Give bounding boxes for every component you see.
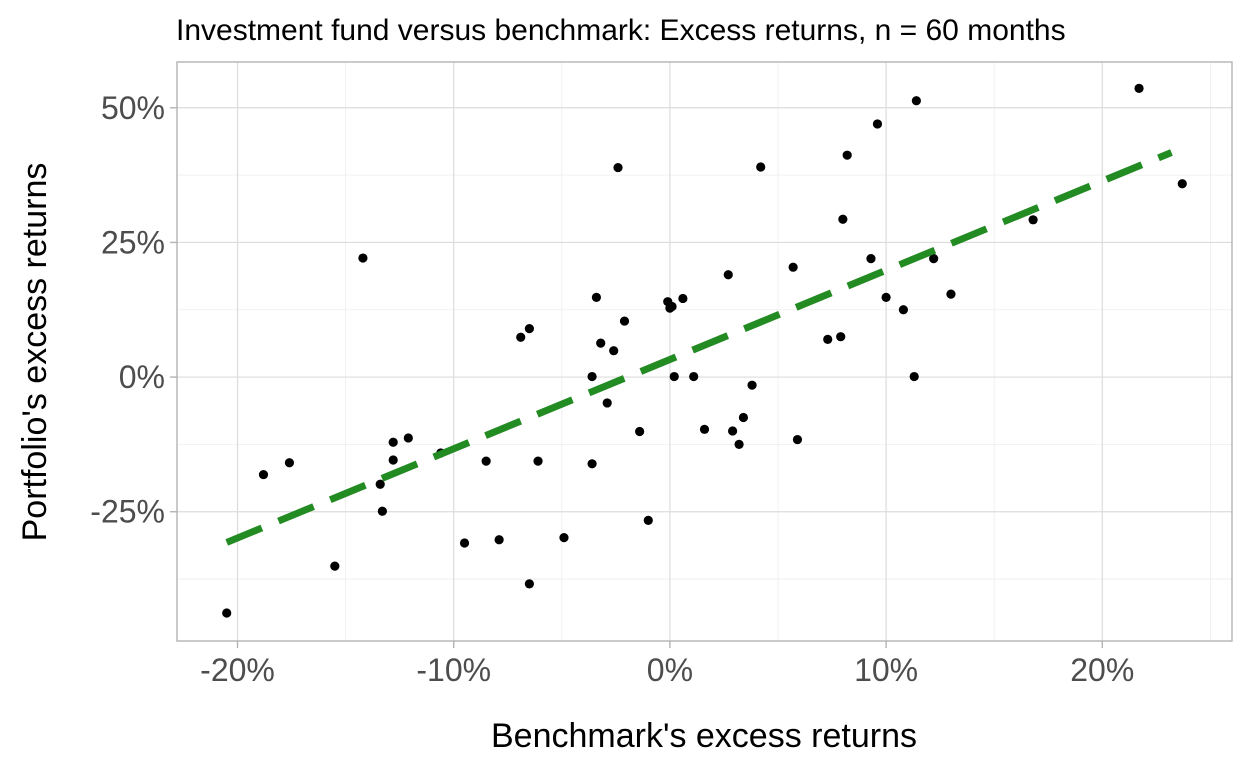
data-point: [388, 455, 398, 465]
minor-gridlines: [177, 62, 1232, 641]
data-point: [330, 561, 340, 571]
data-point: [377, 506, 387, 516]
y-tick-label: 50%: [101, 90, 165, 126]
data-point: [1134, 83, 1144, 93]
data-point: [375, 479, 385, 489]
chart-title: Investment fund versus benchmark: Excess…: [176, 14, 1066, 47]
y-tick-label: 0%: [119, 359, 165, 395]
data-point: [619, 316, 630, 326]
data-point: [678, 293, 688, 304]
data-point: [516, 332, 526, 342]
data-point: [587, 371, 597, 382]
data-point: [1028, 215, 1038, 225]
data-point: [596, 338, 606, 348]
data-point: [734, 439, 744, 450]
y-axis-title: Portfolio's excess returns: [16, 163, 54, 542]
data-point: [929, 253, 939, 264]
major-gridlines: [177, 62, 1232, 641]
data-point: [838, 214, 848, 224]
x-axis-title: Benchmark's excess returns: [491, 717, 917, 755]
y-tick-label: -25%: [90, 494, 165, 530]
data-point: [635, 426, 645, 437]
data-point: [524, 324, 534, 334]
data-point: [909, 371, 919, 382]
x-axis-ticks: -20% -10% 0% 10% 20%: [200, 641, 1134, 688]
data-point: [222, 608, 232, 618]
data-point: [747, 380, 757, 390]
data-point: [723, 270, 733, 280]
data-points: [222, 83, 1187, 618]
data-point: [946, 289, 956, 299]
data-point: [842, 150, 852, 160]
x-tick-label: 20%: [1070, 652, 1134, 688]
data-point: [388, 437, 398, 447]
data-point: [792, 434, 803, 445]
data-point: [667, 301, 677, 312]
plot-panel: [176, 61, 1233, 642]
data-point: [559, 532, 569, 543]
data-point: [613, 162, 623, 173]
data-point: [872, 119, 883, 129]
data-point: [728, 426, 738, 436]
y-tick-label: 25%: [101, 224, 165, 260]
data-point: [689, 371, 699, 382]
data-point: [823, 334, 833, 344]
data-point: [524, 579, 534, 589]
data-point: [911, 96, 921, 106]
x-tick-label: 10%: [854, 652, 918, 688]
x-tick-label: -10%: [416, 652, 491, 688]
data-point: [756, 162, 766, 172]
data-point: [836, 332, 846, 342]
data-point: [788, 262, 798, 272]
data-point: [866, 253, 876, 264]
data-point: [643, 515, 653, 525]
data-point: [602, 398, 612, 408]
data-point: [1177, 179, 1187, 189]
data-point: [898, 305, 908, 315]
x-tick-label: 0%: [647, 652, 693, 688]
data-point: [533, 456, 543, 466]
data-point: [258, 469, 269, 480]
x-tick-label: -20%: [200, 652, 275, 688]
data-point: [738, 412, 749, 423]
panel-border: [176, 61, 1233, 642]
data-point: [609, 346, 619, 356]
data-point: [591, 292, 602, 302]
data-point: [284, 458, 295, 468]
data-point: [699, 424, 710, 434]
data-point: [481, 456, 491, 466]
data-point: [881, 292, 891, 302]
data-point: [669, 371, 679, 382]
data-point: [587, 459, 597, 469]
data-point: [459, 538, 470, 548]
data-point: [358, 253, 368, 263]
data-point: [494, 535, 504, 545]
data-point: [403, 433, 413, 443]
trend-line: [225, 149, 1173, 546]
y-axis-ticks: -25% 0% 25% 50%: [90, 90, 177, 530]
